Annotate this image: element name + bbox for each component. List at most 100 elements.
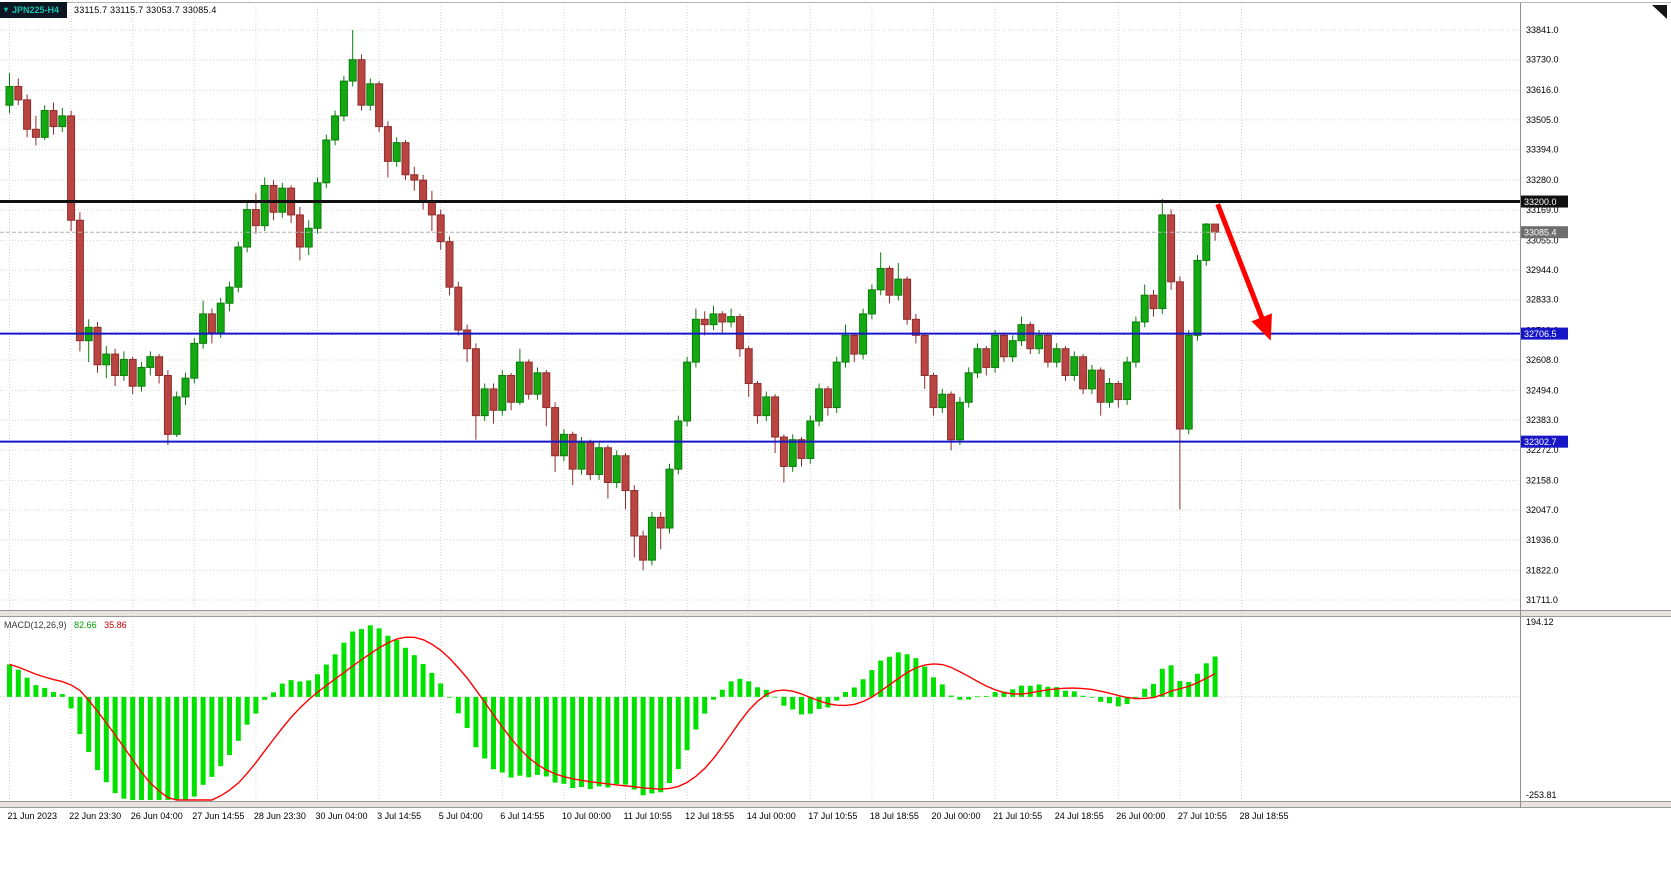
candle-body	[383, 126, 392, 162]
price-axis-label: 31711.0	[1526, 595, 1558, 605]
candle-body	[1008, 340, 1017, 358]
macd-bar	[508, 696, 514, 778]
candle-body	[964, 372, 973, 403]
candle-body	[779, 436, 788, 467]
macd-bar	[218, 696, 224, 767]
trend-arrow[interactable]	[1215, 203, 1272, 341]
macd-bar	[350, 631, 356, 697]
candle-body	[102, 353, 111, 366]
candle-body	[1184, 334, 1193, 430]
macd-bar	[1001, 691, 1007, 697]
time-axis-label: 12 Jul 18:55	[685, 811, 734, 821]
macd-bar	[1071, 691, 1077, 697]
macd-bar	[323, 664, 329, 697]
candle-body	[137, 366, 146, 387]
time-axis-label: 26 Jun 04:00	[131, 811, 183, 821]
panel-divider[interactable]	[0, 801, 1671, 808]
price-axis-label: 32383.0	[1526, 415, 1559, 425]
candle-body	[190, 342, 199, 379]
candle-body	[1026, 324, 1035, 350]
macd-bar	[367, 625, 373, 697]
candle-body	[1149, 294, 1158, 310]
macd-bar	[1098, 696, 1104, 702]
time-axis-label: 28 Jul 18:55	[1240, 811, 1289, 821]
candle-body	[639, 535, 648, 561]
price-axis-label: 32608.0	[1526, 355, 1559, 365]
time-axis-label: 30 Jun 04:00	[316, 811, 368, 821]
candle-body	[304, 227, 313, 248]
macd-bar	[719, 689, 725, 697]
candle-body	[1105, 383, 1114, 403]
macd-bar	[843, 691, 848, 697]
scroll-marker-icon[interactable]	[1652, 5, 1667, 19]
candle-body	[656, 516, 665, 529]
macd-bar	[1107, 696, 1112, 704]
price-axis-label: 33841.0	[1526, 25, 1559, 35]
macd-bar	[1019, 685, 1024, 697]
macd-bar	[931, 677, 936, 697]
candle-body	[251, 209, 260, 227]
price-axis-label: 33505.0	[1526, 115, 1559, 125]
candle-body	[885, 267, 894, 296]
candle-body	[559, 433, 568, 457]
macd-bar	[491, 696, 496, 770]
macd-bar	[1142, 688, 1148, 697]
candle-body	[973, 348, 982, 374]
text: 32706.5	[1524, 329, 1557, 339]
time-axis-label: 21 Jul 10:55	[993, 811, 1042, 821]
candle-body	[463, 329, 472, 350]
candle-body	[806, 420, 815, 459]
macd-bar	[447, 696, 452, 698]
candle-body	[524, 361, 533, 395]
macd-bar	[51, 692, 56, 697]
macd-bar	[297, 681, 303, 697]
macd-bar	[992, 692, 998, 697]
macd-bar	[279, 683, 285, 697]
candle-body	[49, 110, 58, 128]
macd-bar	[526, 696, 532, 778]
macd-bar	[913, 658, 919, 697]
macd-signal-value: 35.86	[104, 620, 127, 630]
time-axis-label: 5 Jul 04:00	[439, 811, 483, 821]
macd-bar	[95, 696, 100, 771]
gridlines	[0, 6, 1520, 800]
candle-body	[797, 439, 806, 459]
candle-body	[419, 179, 428, 203]
candle-body	[568, 433, 577, 470]
macd-bar	[957, 696, 963, 700]
price-tag: 33085.4	[1521, 226, 1568, 239]
macd-bar	[975, 696, 980, 698]
candle-body	[427, 201, 436, 216]
price-axis-label: 32944.0	[1526, 265, 1559, 275]
candle-body	[1035, 334, 1044, 350]
panel-divider[interactable]	[0, 610, 1671, 617]
candle-body	[876, 267, 885, 291]
macd-bar	[623, 696, 628, 785]
price-axis-label: 32272.0	[1526, 445, 1559, 455]
macd-bar	[755, 687, 760, 697]
price-axis-label: 33055.0	[1526, 235, 1559, 245]
macd-bar	[332, 654, 338, 697]
macd-bar	[77, 696, 83, 735]
candle-body	[647, 516, 656, 561]
candle-body	[955, 401, 964, 441]
time-axis-label: 3 Jul 14:55	[377, 811, 421, 821]
candle-body	[445, 241, 454, 288]
macd-bar	[271, 692, 276, 697]
candle-body	[1193, 259, 1202, 336]
macd-name: MACD(12,26,9)	[4, 620, 67, 630]
candle-body	[1140, 294, 1149, 323]
macd-bar	[895, 652, 901, 697]
candle-body	[454, 286, 463, 331]
candle-body	[471, 348, 480, 417]
symbol-tab[interactable]: ▾ JPN225-H4	[0, 2, 68, 18]
macd-bar	[227, 696, 232, 756]
time-axis-label: 27 Jun 14:55	[192, 811, 244, 821]
macd-bar	[1054, 687, 1060, 697]
macd-bar	[385, 635, 391, 697]
candle-body	[832, 361, 841, 409]
macd-bar	[631, 696, 637, 790]
macd-bar	[455, 696, 461, 714]
